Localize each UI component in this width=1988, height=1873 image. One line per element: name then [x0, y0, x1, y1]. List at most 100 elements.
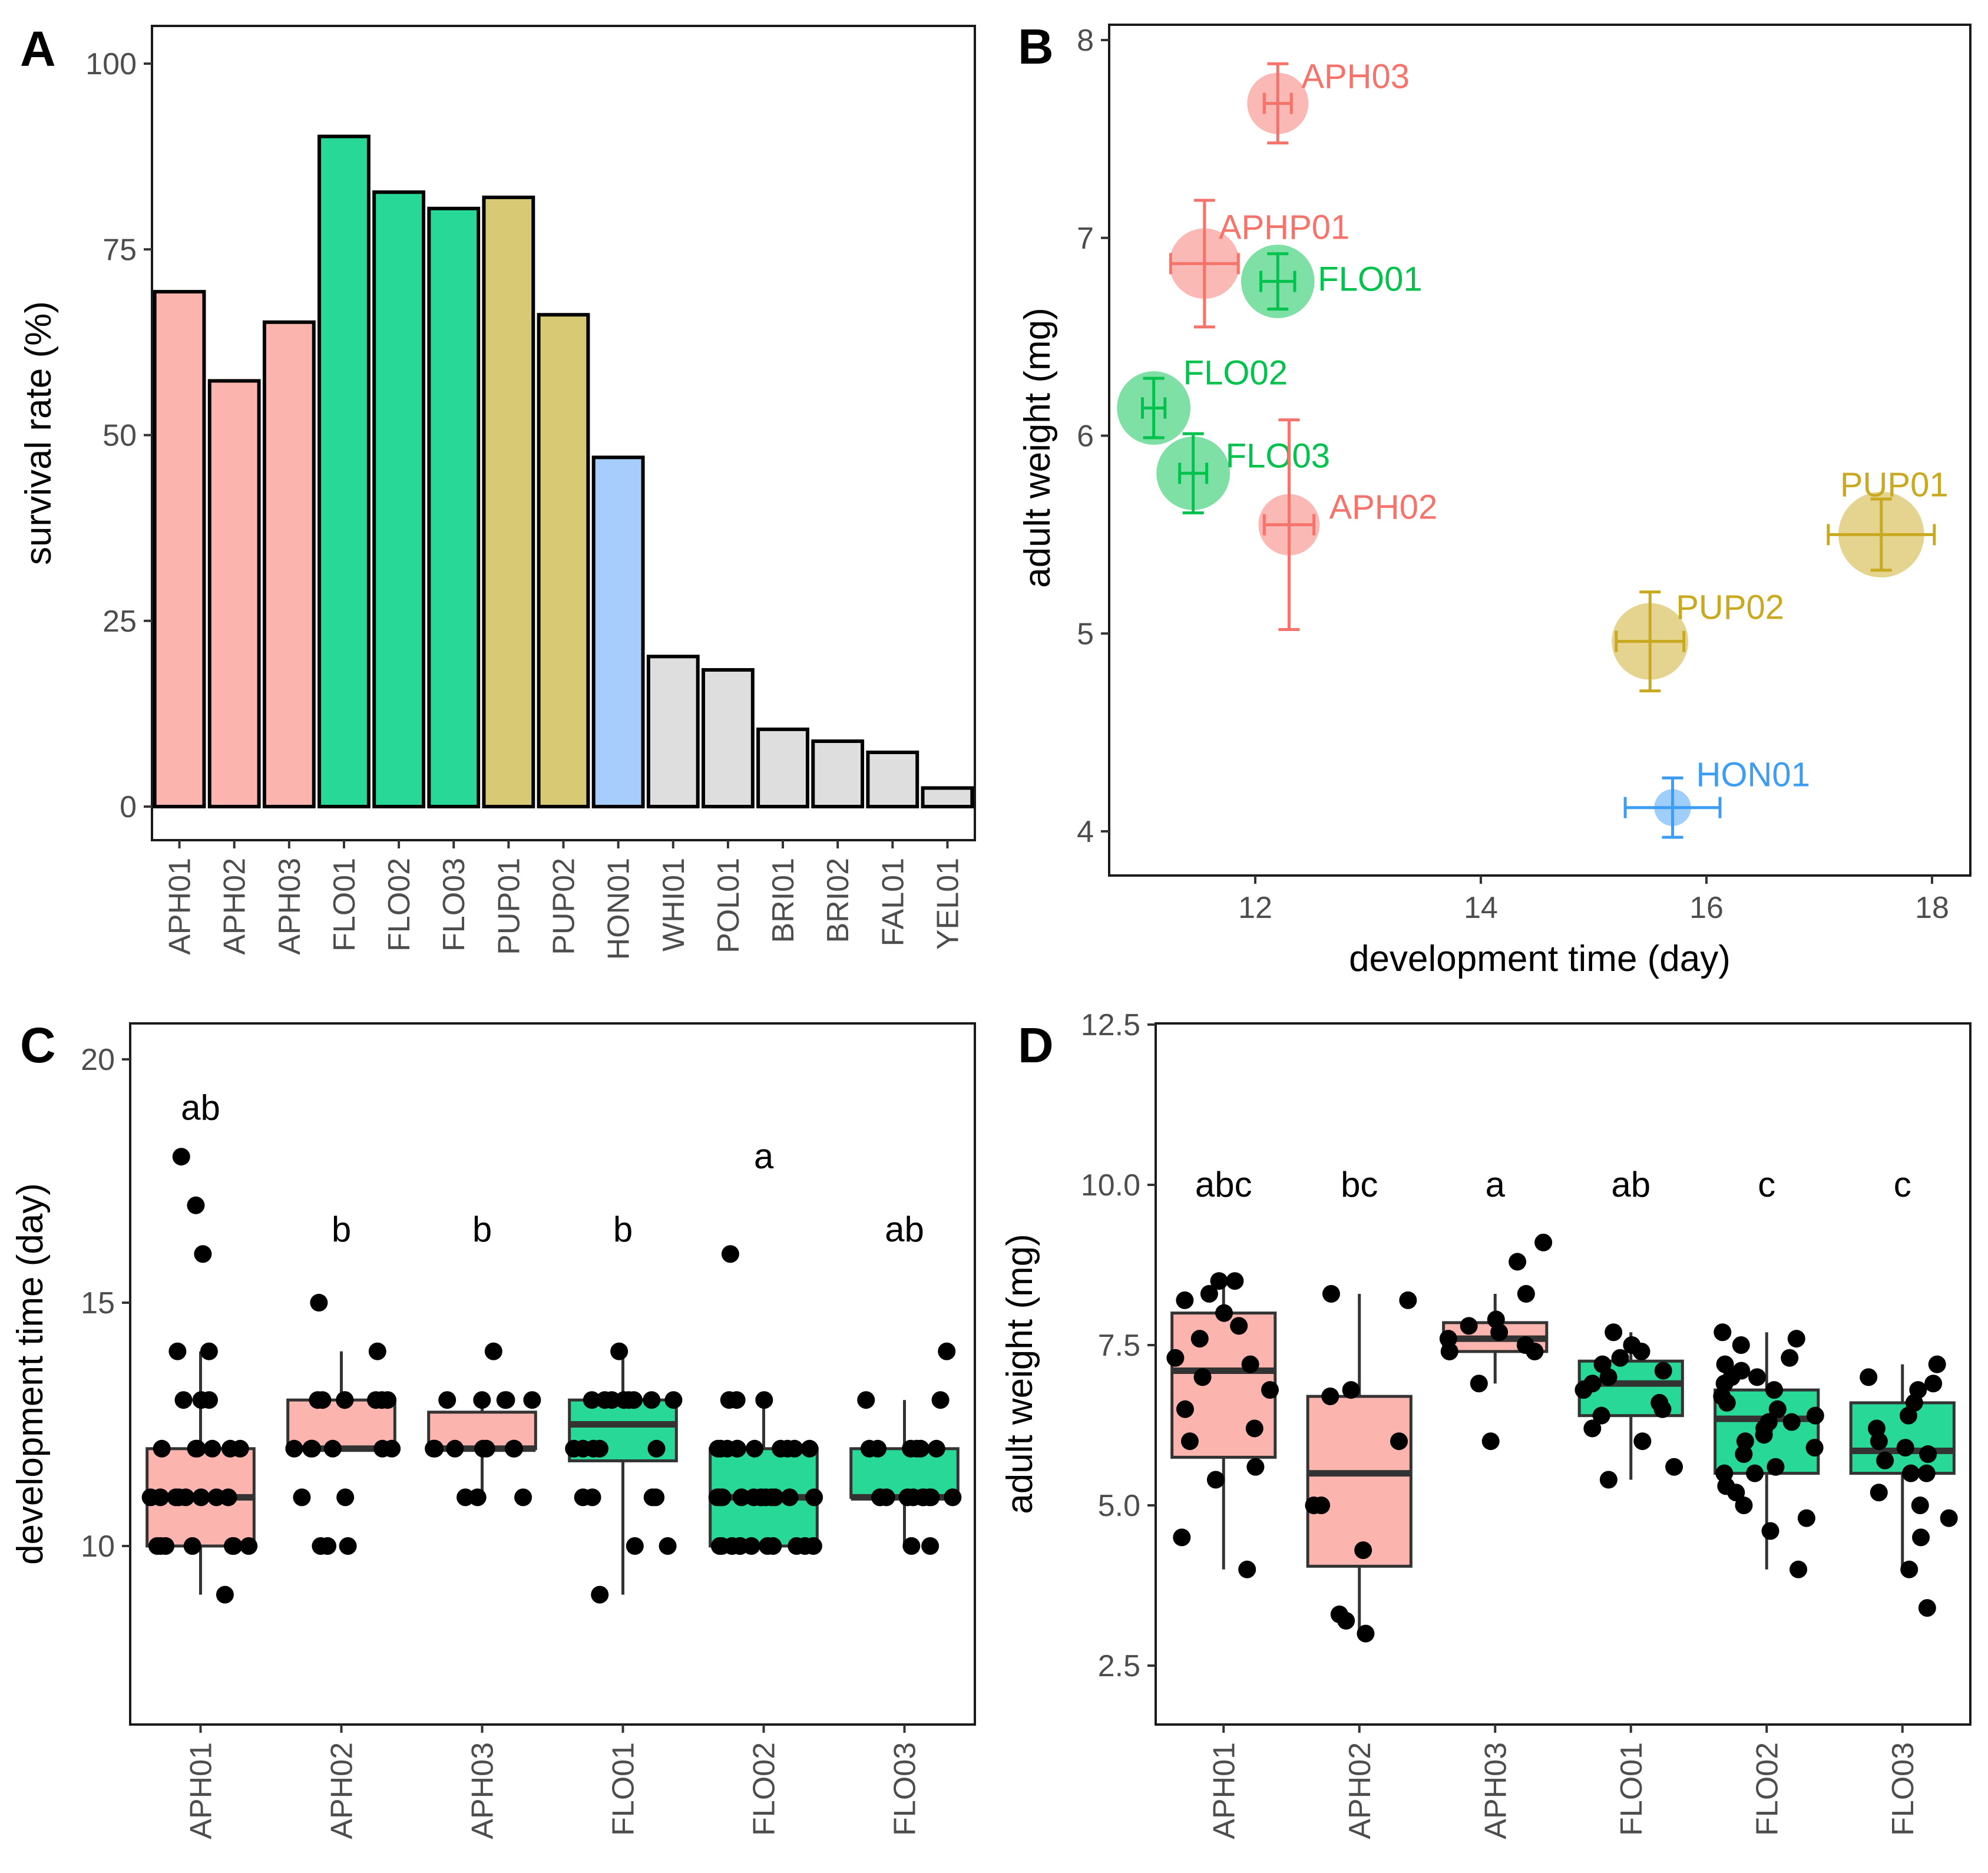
data-point [944, 1488, 962, 1507]
panel-c-development-time-boxplot: ab b b b a ab 10 15 20 APH01 APH02 APH03 FLO01 FLO02 F… [10, 1018, 976, 1839]
data-point [1206, 1471, 1225, 1489]
data-point [168, 1342, 187, 1360]
x-tick-label: FLO03 [888, 1742, 922, 1836]
data-point [857, 1391, 875, 1409]
box-iqr [1306, 1395, 1413, 1568]
data-point [1870, 1484, 1888, 1502]
y-tick-label: 10 [81, 1530, 115, 1564]
bar-bri01 [756, 727, 809, 808]
significance-label: b [613, 1210, 633, 1249]
plot-border [1108, 24, 1972, 877]
data-point [804, 1537, 822, 1555]
data-point [772, 1439, 790, 1458]
data-point [1611, 1349, 1629, 1367]
data-point [1735, 1445, 1753, 1463]
data-point [523, 1391, 541, 1409]
data-point [1583, 1375, 1602, 1393]
data-point [1917, 1464, 1936, 1482]
y-tick-label: 20 [81, 1043, 115, 1077]
x-tick-label: APH02 [1343, 1742, 1377, 1839]
x-tick-label: POL01 [712, 858, 746, 953]
significance-label: a [754, 1137, 774, 1176]
data-point [1238, 1560, 1256, 1578]
data-point [200, 1342, 218, 1360]
data-point [596, 1391, 614, 1409]
point-label: APH03 [1301, 57, 1410, 95]
data-point [339, 1537, 357, 1555]
data-point [203, 1439, 221, 1458]
data-point [931, 1391, 950, 1409]
data-point [720, 1391, 738, 1409]
point-label: PUP02 [1676, 589, 1784, 627]
data-point [898, 1488, 917, 1507]
data-point [313, 1391, 332, 1409]
point-label: APHP01 [1219, 208, 1349, 246]
box-flo03: ab [849, 1210, 962, 1555]
data-point [1805, 1439, 1824, 1457]
data-point [223, 1537, 242, 1555]
bar-flo01 [317, 134, 371, 808]
data-point [151, 1488, 170, 1507]
x-tick-label: BRI01 [766, 858, 801, 943]
x-tick-label: WHI01 [657, 858, 691, 952]
data-point [610, 1342, 629, 1360]
bar-pup02 [537, 313, 590, 808]
data-point [620, 1391, 638, 1409]
data-point [1470, 1375, 1488, 1393]
y-axis-title: development time (day) [10, 1183, 51, 1565]
data-point [731, 1537, 749, 1555]
data-point [755, 1391, 773, 1409]
x-tick-label: FAL01 [876, 858, 910, 946]
data-point [1245, 1419, 1263, 1438]
data-point [1534, 1233, 1553, 1251]
data-point [484, 1342, 502, 1360]
data-point [912, 1439, 930, 1458]
data-point [1765, 1381, 1784, 1399]
data-point [468, 1488, 487, 1507]
data-point [1321, 1388, 1339, 1406]
panel-letter-b: B [1018, 19, 1054, 74]
data-point [1399, 1291, 1417, 1309]
x-tick-label: YEL01 [931, 858, 965, 950]
y-tick-label: 15 [81, 1286, 115, 1320]
data-point [1928, 1355, 1946, 1373]
data-point [643, 1488, 661, 1507]
data-point [1782, 1413, 1801, 1431]
data-point [583, 1488, 601, 1507]
data-point [583, 1391, 601, 1409]
data-point [1806, 1406, 1824, 1425]
point-flo02: FLO02 [1117, 354, 1288, 445]
significance-label: c [1894, 1165, 1911, 1204]
box-aph01: abc [1166, 1165, 1279, 1578]
data-point [721, 1245, 739, 1263]
data-point [1230, 1317, 1248, 1335]
data-point [1200, 1284, 1218, 1303]
panel-b-weight-vs-time-scatter: 4 5 6 7 8 12 14 16 18 development time (day) adult… [1017, 19, 1972, 979]
data-point [497, 1391, 515, 1409]
data-point [1860, 1368, 1878, 1386]
y-axis-title: survival rate (%) [18, 301, 59, 565]
data-point [323, 1439, 342, 1458]
data-point [1732, 1362, 1751, 1380]
box-aph02: b [285, 1210, 401, 1555]
data-point [1210, 1272, 1228, 1290]
data-point [1633, 1432, 1652, 1451]
data-point [1787, 1330, 1805, 1348]
y-tick-label: 25 [102, 604, 137, 639]
significance-label: bc [1341, 1165, 1378, 1204]
bar-fal01 [866, 750, 919, 809]
data-point [192, 1488, 210, 1507]
point-label: APH02 [1329, 488, 1437, 527]
x-tick-label: FLO03 [1886, 1742, 1920, 1836]
data-point [183, 1537, 201, 1555]
significance-label: b [472, 1210, 492, 1249]
data-point [1736, 1432, 1754, 1451]
data-point [1605, 1323, 1623, 1342]
x-tick-label: FLO01 [1615, 1742, 1649, 1836]
data-point [1440, 1342, 1458, 1360]
data-point [1650, 1393, 1669, 1412]
y-tick-label: 10.0 [1081, 1168, 1140, 1203]
data-point [174, 1391, 193, 1409]
point-label: HON01 [1696, 756, 1810, 794]
point-hon01: HON01 [1623, 756, 1810, 839]
